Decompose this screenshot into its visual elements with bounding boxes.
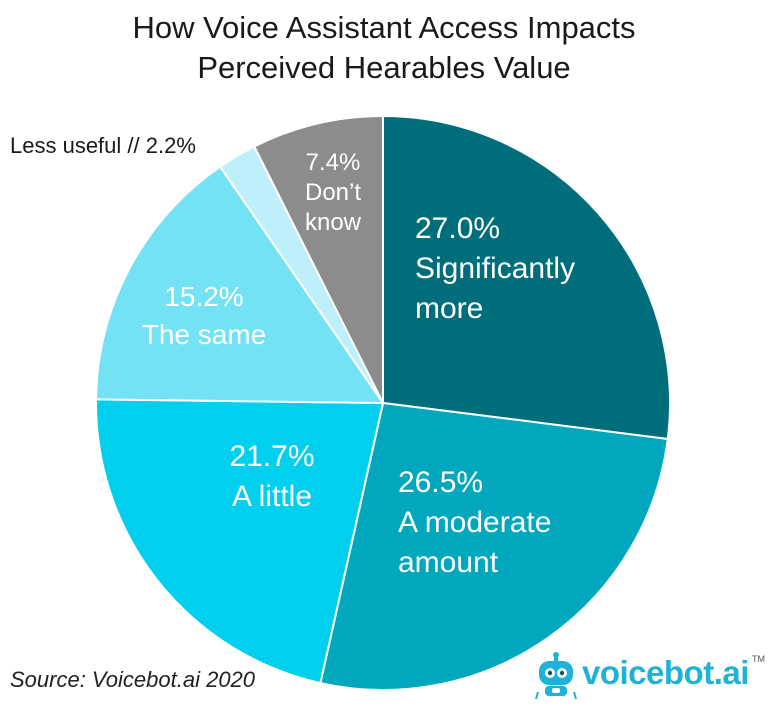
- slice-category-label-2: A little: [232, 480, 312, 513]
- slice-label-2: 21.7% A little: [229, 440, 314, 513]
- source-note: Source: Voicebot.ai 2020: [10, 667, 256, 692]
- slice-label-1: 26.5% A moderate amount: [398, 466, 551, 579]
- brand-name: voicebot.ai: [582, 654, 749, 691]
- brand-logo: voicebot.ai TM: [534, 652, 766, 700]
- chart-title-line-2: Perceived Hearables Value: [197, 50, 571, 85]
- pie-labels: 27.0% Significantly more 26.5% A moderate amo…: [10, 133, 575, 579]
- slice-value-label-1: 26.5%: [398, 466, 483, 499]
- pie-slice-3: [95, 165, 385, 405]
- chart-title-line-1: How Voice Assistant Access Impacts: [132, 10, 636, 45]
- slice-label-4: Less useful // 2.2%: [10, 133, 196, 158]
- slice-value-label-3: 15.2%: [164, 281, 243, 312]
- slice-category-label-3: The same: [142, 319, 267, 350]
- slice-category-label-1: amount: [398, 546, 499, 579]
- slice-label-3: 15.2% The same: [142, 281, 267, 350]
- pie-slices: [95, 114, 671, 691]
- slice-label-0: 27.0% Significantly more: [415, 212, 575, 325]
- slice-category-label-5: know: [305, 209, 362, 236]
- slice-category-label-1: A moderate: [398, 506, 551, 539]
- slice-category-label-0: more: [415, 292, 483, 325]
- brand-trademark: TM: [752, 654, 765, 664]
- slice-value-label-4: Less useful // 2.2%: [10, 133, 196, 158]
- slice-value-label-5: 7.4%: [306, 149, 361, 176]
- slice-category-label-5: Don’t: [305, 179, 361, 206]
- pie-slice-2: [95, 398, 385, 685]
- pie-slice-5: [252, 114, 384, 404]
- pie-slice-1: [319, 401, 669, 691]
- chart-title: How Voice Assistant Access Impacts Perce…: [0, 8, 768, 88]
- slice-label-5: 7.4% Don’t know: [305, 149, 362, 236]
- slice-category-label-0: Significantly: [415, 252, 575, 285]
- pie-slice-0: [382, 114, 671, 441]
- robot-icon: [535, 652, 577, 700]
- slice-value-label-2: 21.7%: [229, 440, 314, 473]
- slice-value-label-0: 27.0%: [415, 212, 500, 245]
